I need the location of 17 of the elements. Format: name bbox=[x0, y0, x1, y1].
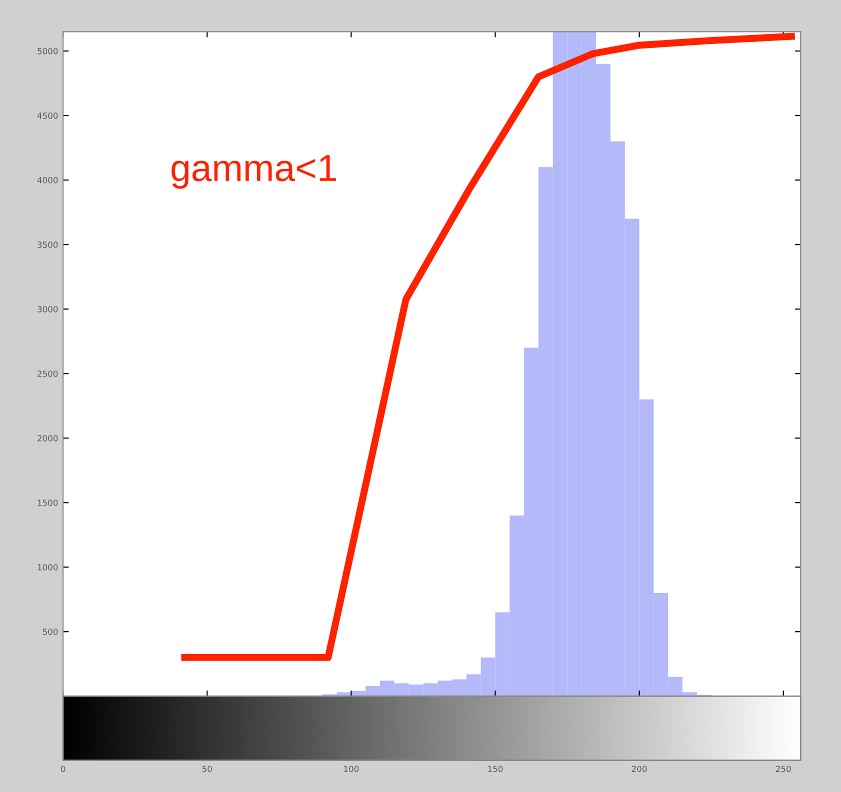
y-tick-label: 3000 bbox=[38, 306, 58, 312]
x-tick-label: 150 bbox=[488, 766, 503, 772]
x-tick-label: 200 bbox=[632, 766, 647, 772]
x-tick-label: 0 bbox=[60, 766, 66, 772]
y-tick-label: 3500 bbox=[38, 242, 58, 248]
y-tick-label: 4000 bbox=[37, 177, 58, 184]
y-tick-label: 1000 bbox=[38, 564, 58, 570]
y-tick-label: 500 bbox=[42, 628, 58, 635]
x-tick-label: 100 bbox=[344, 766, 359, 772]
x-tick-label: 50 bbox=[202, 766, 212, 772]
x-tick-label: 250 bbox=[776, 766, 791, 772]
y-tick-label: 1500 bbox=[38, 500, 58, 506]
y-tick-label: 2500 bbox=[38, 370, 58, 377]
y-tick-label: 2000 bbox=[38, 435, 58, 442]
annotation: gamma<1 bbox=[172, 155, 336, 189]
y-tick-label: 4500 bbox=[37, 112, 58, 119]
y-tick-label: 5000 bbox=[38, 48, 58, 54]
